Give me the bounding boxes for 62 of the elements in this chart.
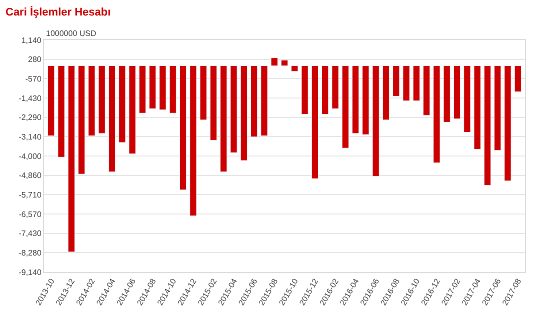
bar (332, 65, 339, 109)
bar (270, 58, 278, 66)
y-tick-label: 280 (28, 55, 42, 64)
bar (392, 65, 400, 96)
bar (108, 65, 116, 172)
bar (433, 65, 440, 164)
y-tick-label: -4,860 (18, 171, 42, 180)
y-tick-label: -9,140 (18, 268, 42, 277)
bar (118, 65, 126, 143)
bar (504, 65, 512, 182)
bar (423, 65, 430, 116)
y-tick-label: -2,290 (18, 113, 42, 122)
bar (412, 65, 420, 101)
bar (484, 65, 491, 186)
bar (159, 65, 166, 110)
y-axis-title: 1000000 USD (46, 29, 96, 38)
y-tick-label: -4,000 (18, 152, 42, 161)
chart-title: Cari İşlemler Hesabı (6, 6, 111, 19)
bar (68, 65, 75, 252)
bar (301, 65, 308, 114)
bar (149, 65, 156, 109)
bar (474, 65, 481, 150)
bar (291, 65, 298, 72)
bar (322, 65, 329, 114)
y-tick-label: -570 (25, 74, 42, 84)
bar (240, 65, 248, 161)
bar (311, 65, 318, 179)
bar (453, 65, 461, 120)
y-tick-label: -3,140 (18, 132, 42, 142)
bar (352, 65, 360, 134)
y-tick-label: -8,280 (18, 248, 42, 258)
bar (514, 65, 522, 92)
bar (443, 65, 450, 122)
bar (210, 65, 218, 140)
bar (382, 65, 390, 120)
bar (138, 65, 146, 114)
y-tick-label: -7,430 (18, 229, 42, 238)
bar (402, 65, 410, 101)
bar (190, 65, 197, 216)
bar (179, 65, 187, 190)
bar (260, 65, 268, 136)
bar (464, 65, 471, 133)
y-tick-label: -1,430 (18, 94, 42, 103)
bar (169, 65, 176, 114)
bar (48, 65, 55, 136)
bar (362, 65, 370, 135)
y-tick-label: -5,710 (18, 190, 42, 200)
y-tick-label: 1,140 (21, 36, 42, 45)
bar (342, 65, 349, 148)
bar (220, 65, 228, 172)
bar (280, 60, 288, 66)
y-tick-label: -6,570 (18, 210, 42, 219)
bar (494, 65, 502, 151)
bar (78, 65, 86, 174)
bar (98, 65, 106, 134)
bar (200, 65, 207, 120)
bar (88, 65, 96, 136)
bar (250, 65, 258, 138)
bar (58, 65, 65, 158)
bar (230, 65, 238, 153)
bar (128, 65, 136, 154)
bar (372, 65, 380, 177)
